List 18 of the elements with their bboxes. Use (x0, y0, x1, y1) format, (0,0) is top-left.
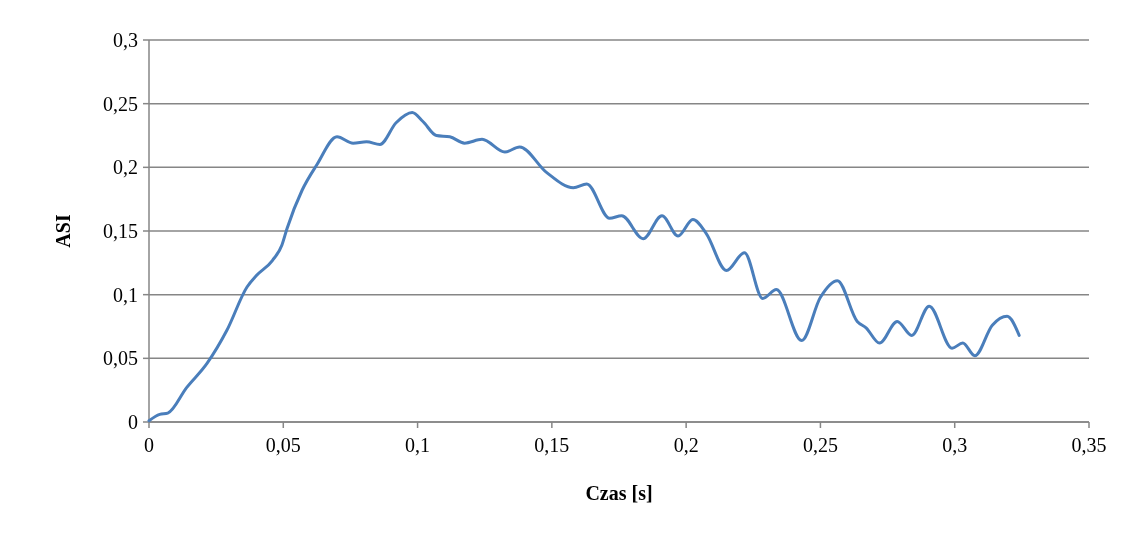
line-series (147, 111, 1021, 423)
y-axis-title: ASI (52, 214, 74, 248)
y-tick-label: 0,2 (113, 156, 138, 179)
x-tick-label: 0,3 (942, 434, 968, 456)
x-tick-label: 0 (144, 434, 154, 456)
x-tick-label: 0,1 (405, 434, 431, 456)
x-tick-label: 0,2 (673, 434, 699, 456)
y-tick-label: 0,1 (113, 283, 138, 306)
y-tick-label: 0,15 (103, 220, 138, 242)
y-tick-label: 0,3 (113, 29, 138, 51)
x-tick-label: 0,05 (265, 434, 301, 456)
x-axis-title: Czas [s] (585, 482, 653, 504)
x-tick-label: 0,15 (534, 434, 570, 456)
x-tick-label: 0,35 (1071, 434, 1107, 456)
y-tick-label: 0,25 (103, 92, 138, 115)
x-tick-label: 0,25 (802, 434, 838, 456)
y-tick-label: 0 (128, 411, 138, 433)
y-tick-label: 0,05 (103, 347, 138, 370)
